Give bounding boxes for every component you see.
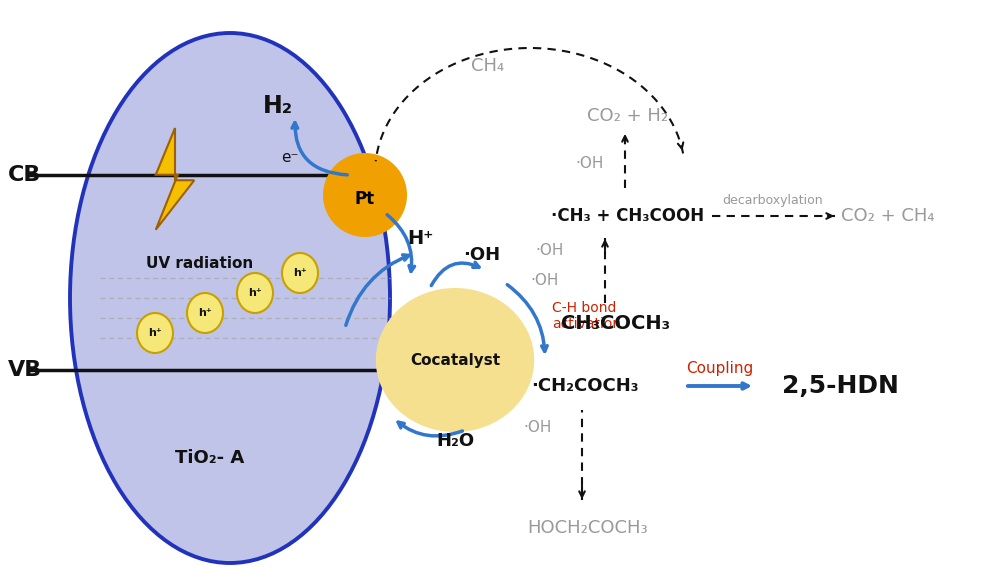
Text: Pt: Pt (355, 190, 375, 208)
Text: h⁺: h⁺ (198, 308, 212, 318)
Ellipse shape (237, 273, 273, 313)
Polygon shape (155, 128, 194, 230)
Text: C-H bond
activation: C-H bond activation (552, 301, 621, 331)
Text: CH₃COCH₃: CH₃COCH₃ (560, 313, 669, 332)
Text: ·OH: ·OH (524, 420, 552, 436)
Text: ·CH₂COCH₃: ·CH₂COCH₃ (531, 377, 638, 395)
Text: HOCH₂COCH₃: HOCH₂COCH₃ (528, 519, 648, 537)
Text: CB: CB (8, 165, 41, 185)
Text: ·OH: ·OH (576, 155, 604, 171)
Ellipse shape (282, 253, 318, 293)
Text: H⁺: H⁺ (406, 229, 432, 248)
Text: ·OH: ·OH (463, 246, 500, 264)
Text: 2,5-HDN: 2,5-HDN (780, 374, 898, 398)
Text: UV radiation: UV radiation (146, 256, 254, 270)
Text: ·OH: ·OH (536, 242, 564, 258)
Text: CH₄: CH₄ (471, 57, 505, 75)
Text: Cocatalyst: Cocatalyst (409, 352, 499, 368)
Text: e⁻: e⁻ (281, 149, 299, 165)
Text: CO₂ + H₂: CO₂ + H₂ (587, 107, 668, 125)
Text: ·CH₃ + CH₃COOH: ·CH₃ + CH₃COOH (551, 207, 704, 225)
Text: VB: VB (8, 360, 42, 380)
Ellipse shape (70, 33, 389, 563)
Text: Coupling: Coupling (686, 360, 753, 376)
Text: ·OH: ·OH (531, 272, 559, 288)
Text: TiO₂- A: TiO₂- A (176, 449, 245, 467)
Text: h⁺: h⁺ (293, 268, 307, 278)
Ellipse shape (187, 293, 223, 333)
Ellipse shape (136, 313, 173, 353)
Text: H₂O: H₂O (435, 432, 473, 450)
Ellipse shape (323, 153, 406, 237)
Text: CO₂ + CH₄: CO₂ + CH₄ (841, 207, 934, 225)
Text: h⁺: h⁺ (248, 288, 262, 298)
Text: h⁺: h⁺ (148, 328, 161, 338)
Text: H₂: H₂ (263, 94, 293, 118)
Ellipse shape (375, 288, 534, 432)
Text: decarboxylation: decarboxylation (722, 193, 822, 206)
